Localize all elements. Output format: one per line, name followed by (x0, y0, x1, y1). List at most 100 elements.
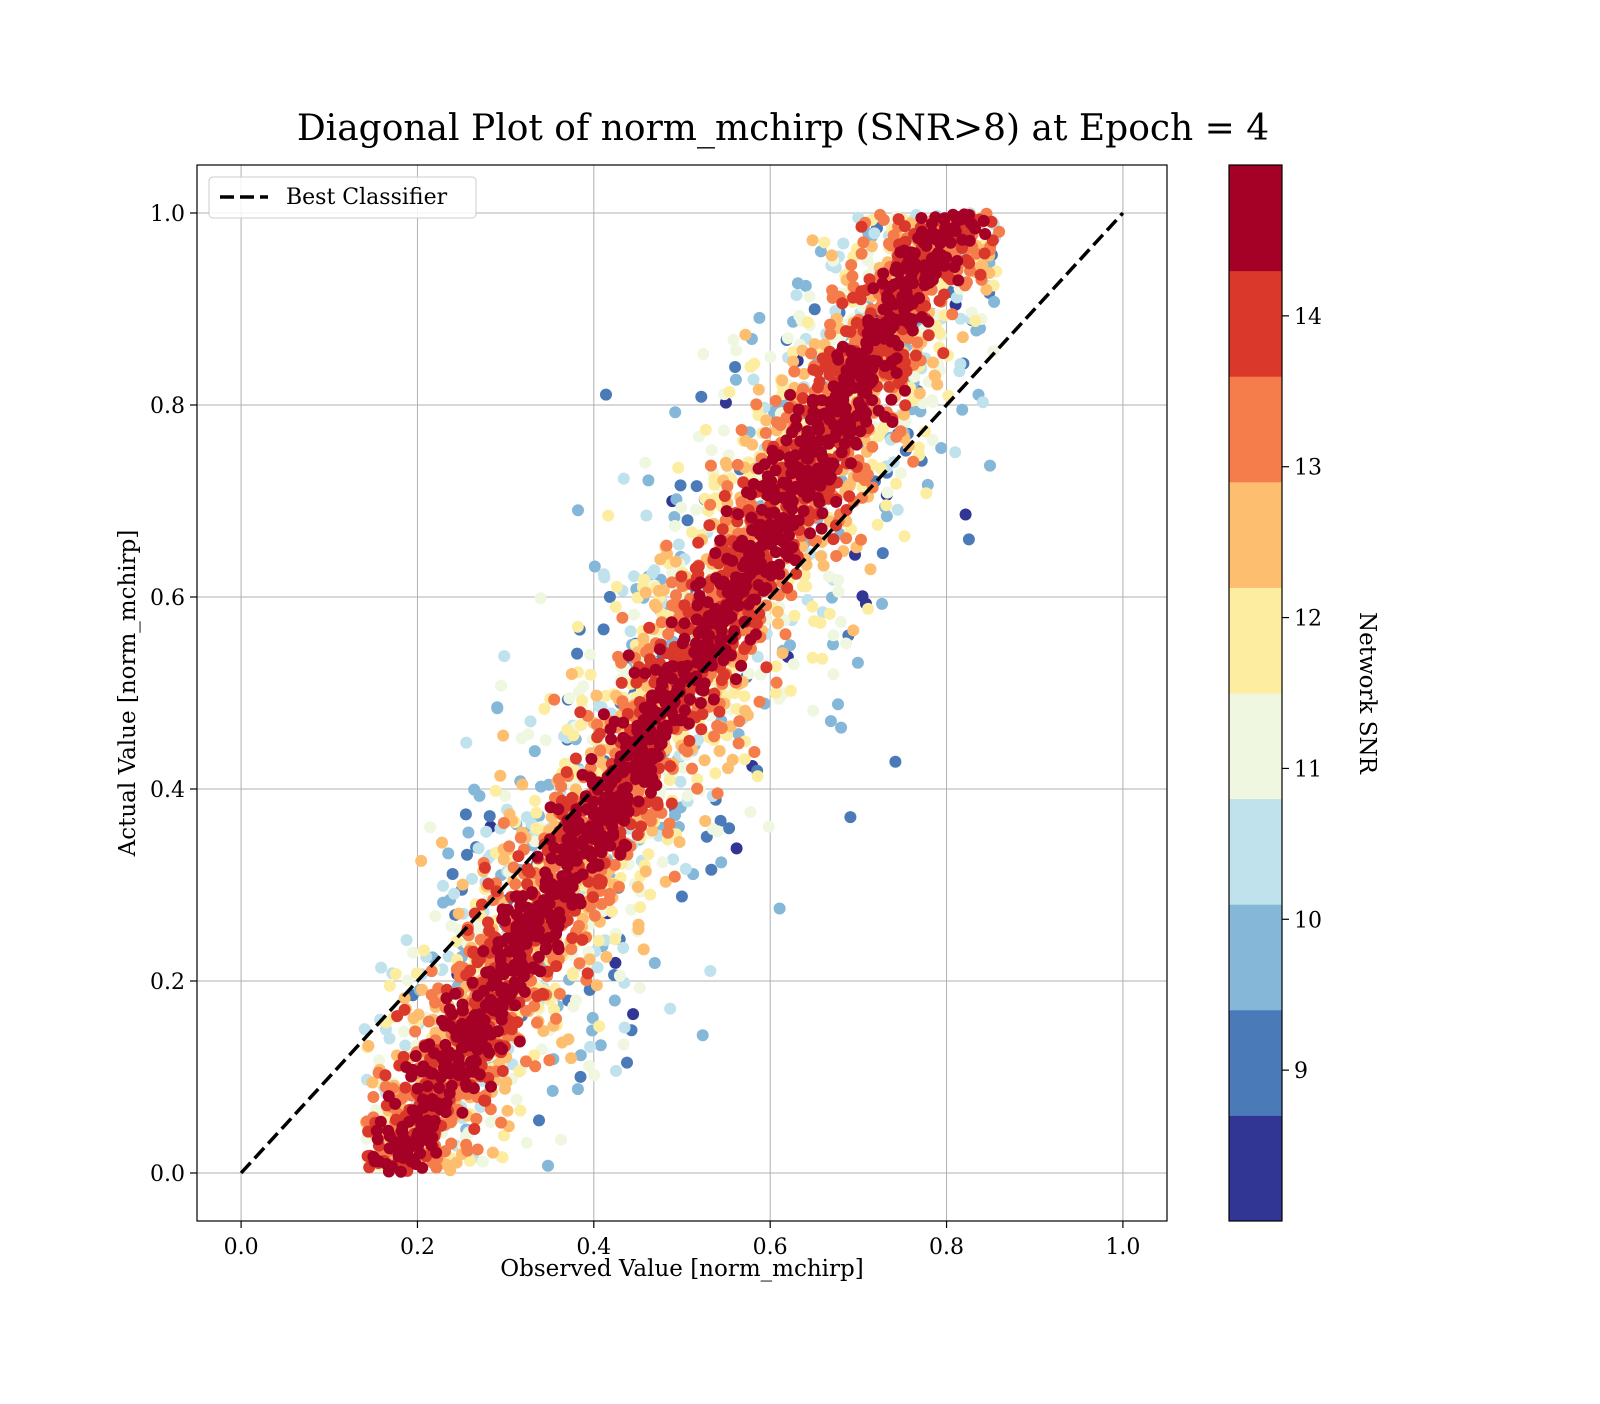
scatter-point (691, 783, 703, 795)
scatter-point (732, 459, 744, 471)
scatter-point (580, 846, 592, 858)
scatter-point (638, 943, 650, 955)
scatter-point (521, 863, 533, 875)
scatter-point (750, 398, 762, 410)
scatter-point (899, 530, 911, 542)
scatter-point (696, 708, 708, 720)
scatter-point (669, 871, 681, 883)
scatter-point (514, 1036, 526, 1048)
scatter-point (489, 969, 501, 981)
scatter-point (539, 934, 551, 946)
scatter-point (632, 881, 644, 893)
scatter-point (730, 673, 742, 685)
chart-title: Diagonal Plot of norm_mchirp (SNR>8) at … (297, 108, 1269, 149)
scatter-point (594, 745, 606, 757)
scatter-point (639, 457, 651, 469)
scatter-point (760, 427, 772, 439)
scatter-point (566, 668, 578, 680)
scatter-point (690, 504, 702, 516)
scatter-point (824, 328, 836, 340)
scatter-point (957, 331, 969, 343)
scatter-point (804, 291, 816, 303)
scatter-point (739, 753, 751, 765)
scatter-point (543, 1054, 555, 1066)
scatter-point (640, 865, 652, 877)
scatter-point (804, 527, 816, 539)
scatter-point (714, 535, 726, 547)
scatter-point (565, 943, 577, 955)
scatter-point (686, 763, 698, 775)
scatter-point (963, 257, 975, 269)
scatter-point (480, 826, 492, 838)
scatter-point (682, 790, 694, 802)
scatter-point (719, 490, 731, 502)
scatter-point (748, 746, 760, 758)
scatter-point (492, 1025, 504, 1037)
scatter-point (442, 847, 454, 859)
scatter-point (722, 762, 734, 774)
scatter-point (745, 634, 757, 646)
scatter-point (576, 695, 588, 707)
scatter-point (533, 951, 545, 963)
scatter-point (401, 934, 413, 946)
scatter-point (582, 967, 594, 979)
scatter-point (919, 279, 931, 291)
scatter-point (367, 1091, 379, 1103)
scatter-point (882, 487, 894, 499)
scatter-point (873, 405, 885, 417)
scatter-point (595, 877, 607, 889)
scatter-point (760, 414, 772, 426)
scatter-point (815, 550, 827, 562)
scatter-point (979, 248, 991, 260)
scatter-point (668, 661, 680, 673)
scatter-point (635, 764, 647, 776)
scatter-point (539, 881, 551, 893)
scatter-point (904, 319, 916, 331)
scatter-point (604, 591, 616, 603)
scatter-point (695, 697, 707, 709)
scatter-point (800, 280, 812, 292)
scatter-point (777, 647, 789, 659)
scatter-point (927, 396, 939, 408)
scatter-point (899, 220, 911, 232)
scatter-point (726, 555, 738, 567)
scatter-point (690, 638, 702, 650)
scatter-point (512, 850, 524, 862)
scatter-point (495, 986, 507, 998)
scatter-point (664, 760, 676, 772)
scatter-point (691, 613, 703, 625)
scatter-point (619, 839, 631, 851)
scatter-point (683, 735, 695, 747)
scatter-point (423, 1038, 435, 1050)
scatter-point (918, 237, 930, 249)
scatter-point (440, 992, 452, 1004)
scatter-point (591, 979, 603, 991)
scatter-point (697, 1029, 709, 1041)
scatter-point (503, 840, 515, 852)
scatter-point (408, 1012, 420, 1024)
scatter-point (774, 903, 786, 915)
scatter-point (598, 568, 610, 580)
scatter-point (840, 638, 852, 650)
scatter-point (373, 1155, 385, 1167)
scatter-point (806, 601, 818, 613)
scatter-point (872, 519, 884, 531)
scatter-point (552, 803, 564, 815)
scatter-point (712, 787, 724, 799)
scatter-point (793, 515, 805, 527)
scatter-point (498, 650, 510, 662)
scatter-point (835, 722, 847, 734)
scatter-point (605, 733, 617, 745)
scatter-point (766, 445, 778, 457)
scatter-point (667, 853, 679, 865)
scatter-point (733, 737, 745, 749)
scatter-point (520, 1055, 532, 1067)
scatter-point (561, 766, 573, 778)
scatter-point (494, 1042, 506, 1054)
scatter-point (542, 1160, 554, 1172)
scatter-point (415, 855, 427, 867)
scatter-point (893, 266, 905, 278)
scatter-point (729, 361, 741, 373)
scatter-point (531, 1017, 543, 1029)
scatter-point (467, 977, 479, 989)
